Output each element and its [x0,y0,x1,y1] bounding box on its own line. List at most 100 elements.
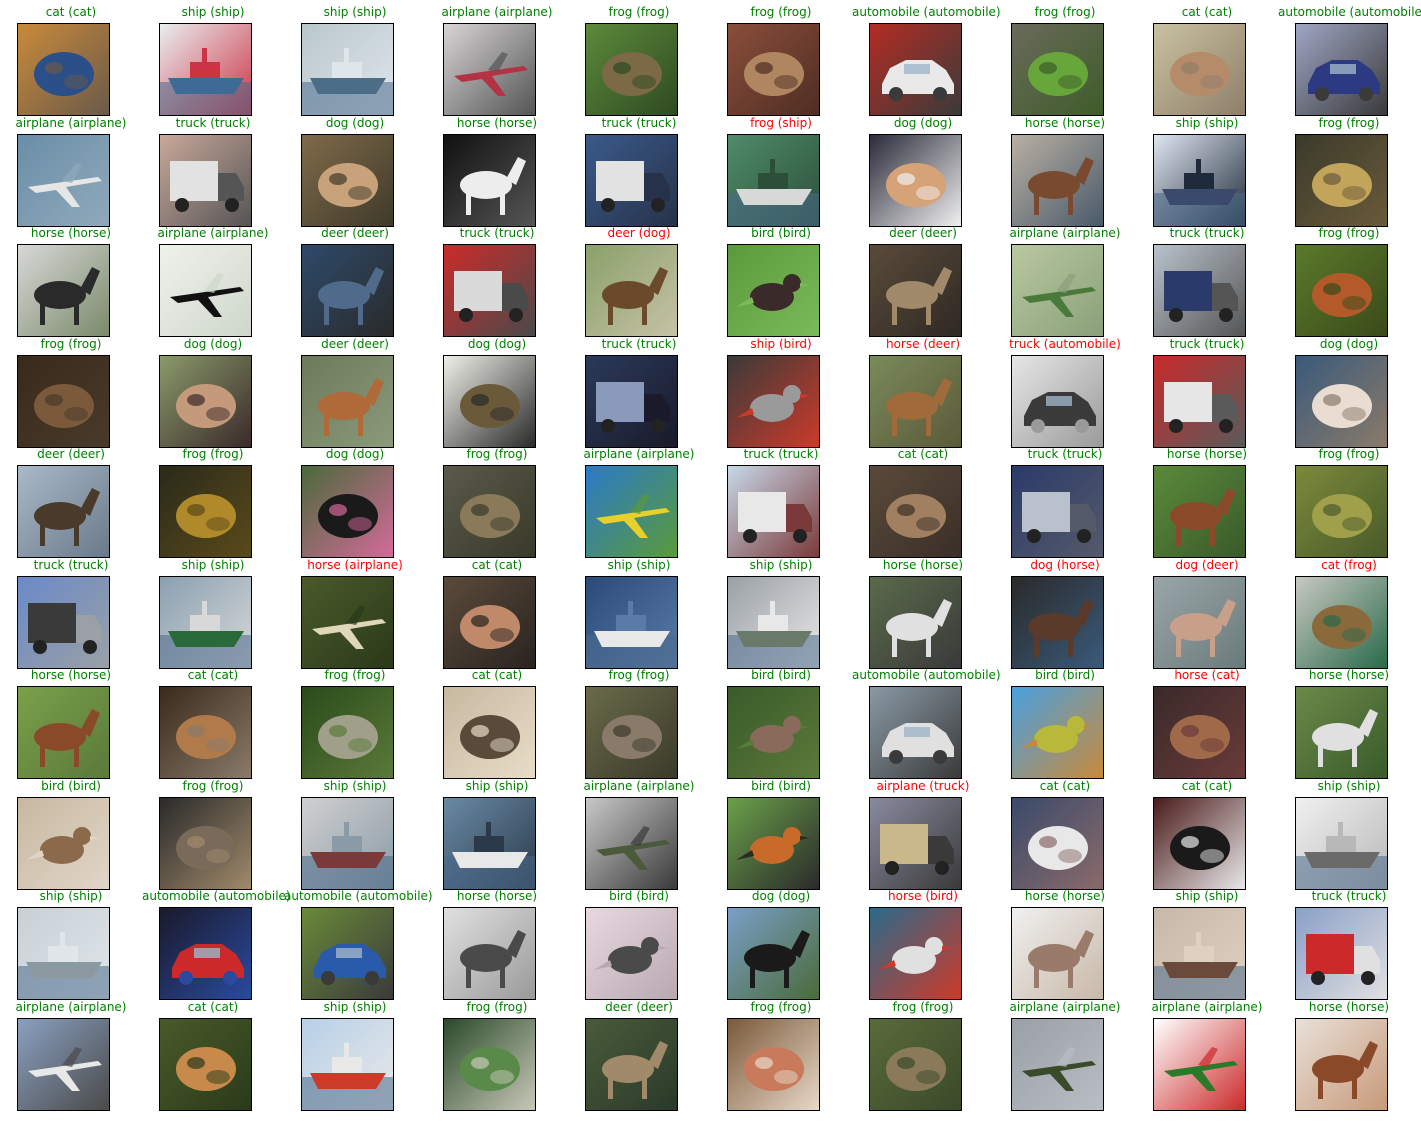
prediction-cell: horse (horse) [1136,442,1278,558]
prediction-label: airplane (airplane) [15,116,127,130]
prediction-label: horse (horse) [1024,116,1106,130]
image-thumbnail [159,23,252,116]
prediction-label: horse (horse) [1308,668,1390,682]
prediction-label: ship (ship) [323,779,387,793]
prediction-label: truck (truck) [601,337,677,351]
prediction-cell: cat (cat) [142,663,284,779]
prediction-cell: frog (frog) [994,0,1136,116]
prediction-cell: airplane (airplane) [142,221,284,337]
image-thumbnail [869,244,962,337]
prediction-cell: horse (horse) [852,553,994,669]
image-thumbnail [159,465,252,558]
prediction-label: cat (cat) [471,668,523,682]
image-thumbnail [443,907,536,1000]
prediction-cell: dog (dog) [284,111,426,227]
image-thumbnail [1153,134,1246,227]
image-thumbnail [1011,23,1104,116]
prediction-cell: frog (ship) [710,111,852,227]
image-thumbnail [159,1018,252,1111]
image-thumbnail [443,244,536,337]
prediction-cell: truck (truck) [0,553,142,669]
prediction-label: bird (bird) [751,226,811,240]
prediction-cell: airplane (airplane) [994,995,1136,1111]
prediction-cell: cat (cat) [426,663,568,779]
image-thumbnail [869,1018,962,1111]
image-thumbnail [1011,355,1104,448]
prediction-cell: truck (truck) [1278,884,1420,1000]
prediction-label: automobile (automobile) [142,889,291,903]
prediction-label: horse (horse) [30,226,112,240]
image-thumbnail [1153,797,1246,890]
prediction-label: dog (dog) [183,337,243,351]
prediction-cell: cat (cat) [994,774,1136,890]
image-thumbnail [1295,355,1388,448]
image-thumbnail [727,797,820,890]
image-thumbnail [869,465,962,558]
prediction-label: ship (ship) [749,558,813,572]
prediction-cell: frog (frog) [426,995,568,1111]
prediction-label: frog (frog) [1318,116,1380,130]
prediction-label: frog (frog) [466,1000,528,1014]
image-thumbnail [869,23,962,116]
prediction-label: horse (horse) [1308,1000,1390,1014]
prediction-label: deer (deer) [605,1000,673,1014]
prediction-cell: horse (horse) [426,884,568,1000]
image-thumbnail [443,465,536,558]
image-thumbnail [17,134,110,227]
prediction-label: horse (horse) [1024,889,1106,903]
prediction-cell: dog (dog) [1278,332,1420,448]
prediction-cell: deer (dog) [568,221,710,337]
prediction-label: dog (dog) [325,447,385,461]
prediction-label: dog (horse) [1030,558,1100,572]
prediction-label: airplane (airplane) [583,447,695,461]
prediction-cell: ship (ship) [284,774,426,890]
prediction-cell: ship (ship) [568,553,710,669]
prediction-cell: automobile (automobile) [142,884,291,1000]
image-thumbnail [17,23,110,116]
image-thumbnail [727,907,820,1000]
prediction-cell: frog (frog) [1278,111,1420,227]
image-thumbnail [1295,23,1388,116]
prediction-cell: truck (truck) [1136,221,1278,337]
prediction-cell: truck (truck) [426,221,568,337]
image-thumbnail [301,576,394,669]
prediction-label: ship (bird) [750,337,812,351]
image-thumbnail [727,134,820,227]
prediction-label: bird (bird) [1035,668,1095,682]
image-thumbnail [1153,465,1246,558]
prediction-label: frog (frog) [466,447,528,461]
prediction-cell: bird (bird) [710,774,852,890]
prediction-label: bird (bird) [609,889,669,903]
prediction-cell: automobile (automobile) [284,884,433,1000]
image-thumbnail [159,797,252,890]
image-thumbnail [869,686,962,779]
prediction-cell: truck (truck) [710,442,852,558]
image-thumbnail [17,907,110,1000]
image-thumbnail [727,244,820,337]
prediction-cell: ship (bird) [710,332,852,448]
prediction-cell: horse (horse) [1278,995,1420,1111]
prediction-label: frog (frog) [892,1000,954,1014]
prediction-label: cat (cat) [471,558,523,572]
image-thumbnail [1011,134,1104,227]
image-thumbnail [1153,355,1246,448]
image-thumbnail [443,355,536,448]
prediction-label: truck (automobile) [1009,337,1121,351]
prediction-label: horse (cat) [1174,668,1240,682]
prediction-cell: truck (truck) [568,111,710,227]
image-thumbnail [1295,465,1388,558]
prediction-cell: frog (frog) [426,442,568,558]
image-thumbnail [1011,797,1104,890]
image-thumbnail [1153,23,1246,116]
prediction-label: truck (truck) [175,116,251,130]
prediction-cell: truck (truck) [994,442,1136,558]
prediction-cell: airplane (airplane) [0,995,142,1111]
image-thumbnail [17,576,110,669]
image-thumbnail [301,686,394,779]
image-thumbnail [17,797,110,890]
image-thumbnail [1011,907,1104,1000]
prediction-label: frog (frog) [40,337,102,351]
image-thumbnail [1295,576,1388,669]
prediction-label: airplane (airplane) [583,779,695,793]
prediction-cell: ship (ship) [284,0,426,116]
